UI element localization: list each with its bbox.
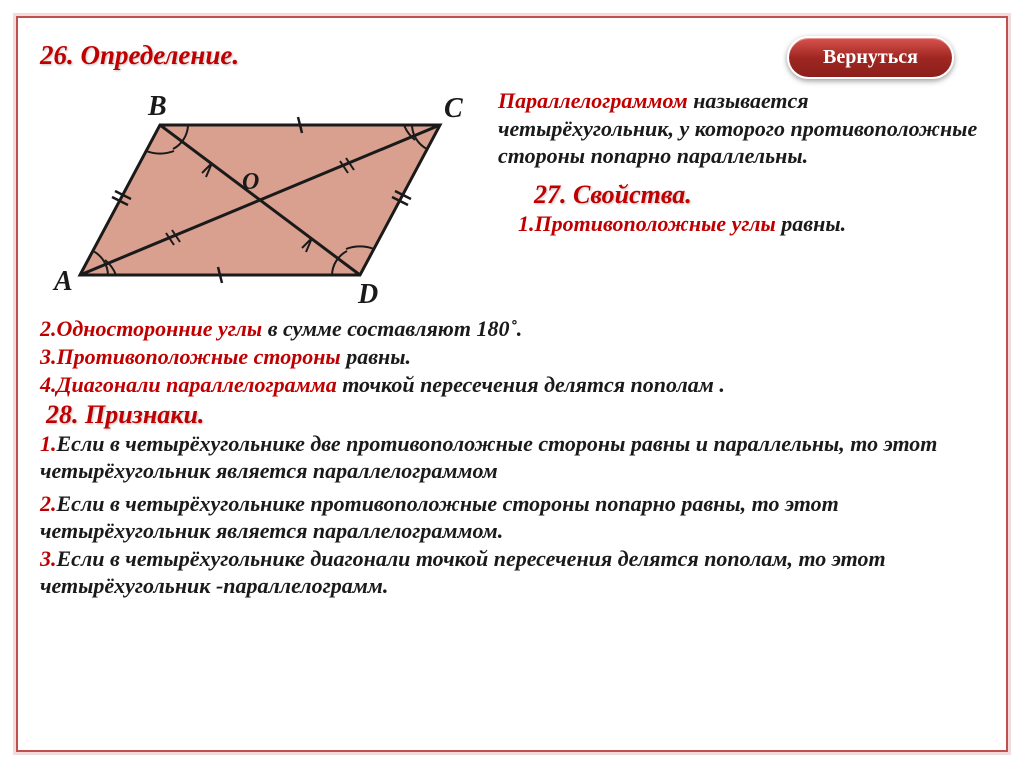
definition-column: Параллелограммом называется четырёхуголь… <box>498 85 984 315</box>
definition-lead: Параллелограммом <box>498 88 688 113</box>
prop4-hl: Диагонали параллелограмма <box>57 372 337 397</box>
prop4-rest: точкой пересечения делятся пополам . <box>337 372 725 397</box>
sign-1: 1.Если в четырёхугольнике две противопол… <box>40 431 984 485</box>
label-d: D <box>357 279 378 310</box>
prop2-hl: Односторонние углы <box>57 316 263 341</box>
signs-block: 1.Если в четырёхугольнике две противопол… <box>40 431 984 599</box>
sign2-num: 2. <box>40 491 57 516</box>
prop2-num: 2. <box>40 316 57 341</box>
label-b: B <box>147 91 167 122</box>
property-2: 2.Односторонние углы в сумме составляют … <box>40 316 984 343</box>
property-1: 1.Противоположные углы равны. <box>518 211 984 238</box>
prop1-hl: Противоположные углы <box>535 211 776 236</box>
slide-frame: 26. Определение. Вернуться <box>16 16 1008 752</box>
prop2-rest: в сумме составляют 180˚. <box>262 316 522 341</box>
prop3-num: 3. <box>40 344 57 369</box>
prop1-rest: равны. <box>776 211 846 236</box>
property-3: 3.Противоположные стороны равны. <box>40 344 984 371</box>
sign3-num: 3. <box>40 546 57 571</box>
sign3-rest: Если в четырёхугольнике диагонали точкой… <box>40 546 886 598</box>
prop3-rest: равны. <box>341 344 411 369</box>
definition-text: Параллелограммом называется четырёхуголь… <box>498 87 984 170</box>
section-27-title: 27. Свойства. <box>534 180 984 210</box>
back-button[interactable]: Вернуться <box>787 36 954 79</box>
figure-and-definition: A B C D O Параллелограммом называется че… <box>40 85 984 315</box>
section-28-title: 28. Признаки. <box>46 400 984 430</box>
sign1-num: 1. <box>40 431 57 456</box>
label-o: O <box>242 169 259 195</box>
property-4: 4.Диагонали параллелограмма точкой перес… <box>40 372 984 399</box>
header-row: 26. Определение. Вернуться <box>40 36 984 79</box>
prop1-num: 1. <box>518 211 535 236</box>
parallelogram-figure: A B C D O <box>40 85 480 315</box>
sign-3: 3.Если в четырёхугольнике диагонали точк… <box>40 546 984 600</box>
properties-continued: 2.Односторонние углы в сумме составляют … <box>40 316 984 398</box>
prop3-hl: Противоположные стороны <box>57 344 341 369</box>
prop4-num: 4. <box>40 372 57 397</box>
sign-2: 2.Если в четырёхугольнике противоположны… <box>40 491 984 545</box>
label-a: A <box>52 266 73 297</box>
sign2-rest: Если в четырёхугольнике противоположные … <box>40 491 839 543</box>
label-c: C <box>444 93 463 124</box>
sign1-rest: Если в четырёхугольнике две противополож… <box>40 431 937 483</box>
section-26-title: 26. Определение. <box>40 40 239 71</box>
figure-column: A B C D O <box>40 85 480 315</box>
slide: 26. Определение. Вернуться <box>0 0 1024 768</box>
